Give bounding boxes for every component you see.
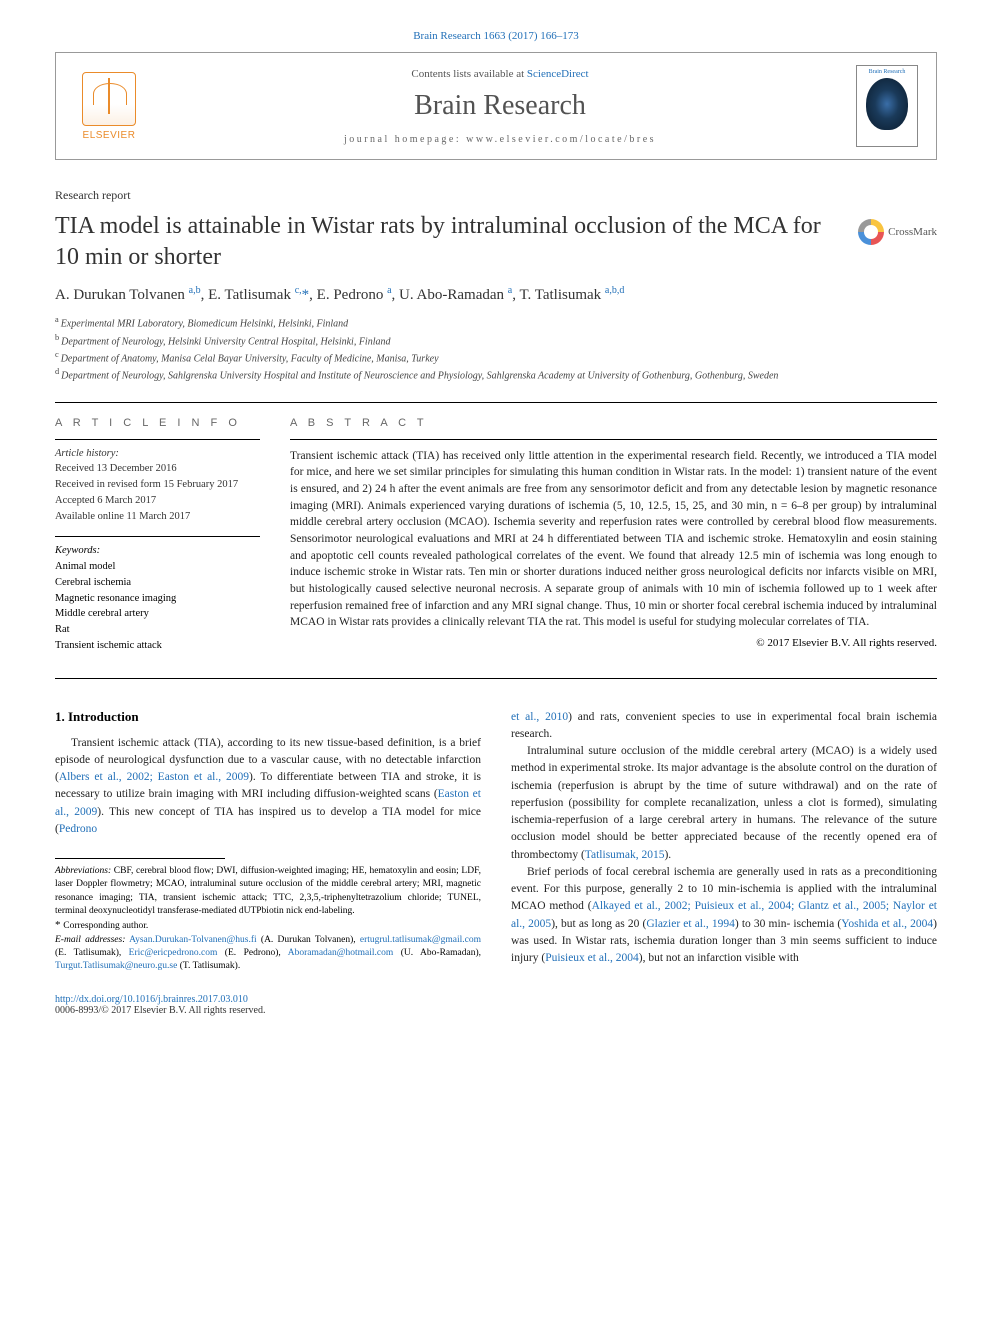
keywords-lines: Animal modelCerebral ischemiaMagnetic re… (55, 559, 260, 654)
cover-brain-icon (866, 78, 908, 130)
contents-available-line: Contents lists available at ScienceDirec… (144, 68, 856, 80)
intro-text: ). This new concept of TIA has inspired … (55, 806, 481, 835)
ref-link-yoshida[interactable]: Yoshida et al., 2004 (841, 918, 933, 930)
abstract-column: A B S T R A C T Transient ischemic attac… (290, 417, 937, 654)
report-type: Research report (55, 188, 937, 203)
doi-link[interactable]: http://dx.doi.org/10.1016/j.brainres.201… (55, 994, 481, 1005)
sciencedirect-link[interactable]: ScienceDirect (527, 68, 589, 80)
star-icon: * (55, 919, 63, 931)
elsevier-tree-icon (82, 72, 136, 126)
issn-copyright: 0006-8993/© 2017 Elsevier B.V. All right… (55, 1005, 481, 1016)
emails-label: E-mail addresses: (55, 935, 125, 945)
abbrev-label: Abbreviations: (55, 866, 111, 876)
section-divider (55, 402, 937, 403)
cover-title: Brain Research (869, 69, 906, 75)
section-divider-2 (55, 678, 937, 679)
intro-body: Transient ischemic attack (TIA), accordi… (55, 735, 481, 839)
article-info-heading: A R T I C L E I N F O (55, 417, 260, 429)
keywords-heading: Keywords: (55, 543, 260, 559)
emails-footnote: E-mail addresses: Aysan.Durukan-Tolvanen… (55, 934, 481, 974)
ref-link-puisieux[interactable]: Puisieux et al., 2004 (545, 952, 639, 964)
corresponding-footnote: * Corresponding author. (55, 918, 481, 933)
history-lines: Received 13 December 2016Received in rev… (55, 461, 260, 524)
history-heading: Article history: (55, 446, 260, 462)
body-text: Intraluminal suture occlusion of the mid… (511, 745, 937, 861)
abstract-text: Transient ischemic attack (TIA) has rece… (290, 439, 937, 631)
footnote-divider (55, 858, 225, 859)
right-column: et al., 2010) and rats, convenient speci… (511, 709, 937, 1016)
journal-cover-thumbnail[interactable]: Brain Research (856, 65, 918, 147)
elsevier-label: ELSEVIER (83, 130, 136, 141)
ref-link-albers[interactable]: Albers et al., 2002; Easton et al., 2009 (59, 771, 249, 783)
body-text: ) and rats, convenient species to use in… (511, 711, 937, 740)
article-info-column: A R T I C L E I N F O Article history: R… (55, 417, 260, 654)
journal-header-box: ELSEVIER Contents lists available at Sci… (55, 52, 937, 160)
authors-line: A. Durukan Tolvanen a,b, E. Tatlisumak c… (55, 285, 937, 304)
email-link[interactable]: Aboramadan@hotmail.com (288, 948, 394, 958)
journal-name: Brain Research (144, 90, 856, 122)
homepage-url[interactable]: www.elsevier.com/locate/bres (466, 134, 656, 145)
email-link[interactable]: Eric@ericpedrono.com (129, 948, 218, 958)
affiliations-block: aExperimental MRI Laboratory, Biomedicum… (55, 314, 937, 383)
abbrev-text: CBF, cerebral blood flow; DWI, diffusion… (55, 866, 481, 916)
crossmark-label: CrossMark (888, 226, 937, 238)
elsevier-logo[interactable]: ELSEVIER (74, 67, 144, 145)
ref-link-glazier[interactable]: Glazier et al., 1994 (646, 918, 735, 930)
citation-header[interactable]: Brain Research 1663 (2017) 166–173 (55, 30, 937, 42)
email-link[interactable]: Turgut.Tatlisumak@neuro.gu.se (55, 961, 177, 971)
contents-prefix: Contents lists available at (411, 68, 526, 80)
body-text: ), but not an infarction visible with (639, 952, 799, 964)
abstract-copyright: © 2017 Elsevier B.V. All rights reserved… (290, 637, 937, 649)
homepage-prefix: journal homepage: (344, 134, 466, 145)
article-title: TIA model is attainable in Wistar rats b… (55, 211, 843, 273)
abbreviations-footnote: Abbreviations: CBF, cerebral blood flow;… (55, 865, 481, 918)
crossmark-badge[interactable]: CrossMark (858, 219, 937, 245)
body-text: ), but as long as 20 ( (551, 918, 646, 930)
body-text: ) to 30 min- ischemia ( (735, 918, 841, 930)
corresponding-text: Corresponding author. (63, 921, 148, 931)
email-link[interactable]: ertugrul.tatlisumak@gmail.com (360, 935, 481, 945)
left-column: 1. Introduction Transient ischemic attac… (55, 709, 481, 1016)
ref-link-pedrono-cont[interactable]: et al., 2010 (511, 711, 568, 723)
ref-link-pedrono[interactable]: Pedrono (59, 823, 97, 835)
right-col-body: et al., 2010) and rats, convenient speci… (511, 709, 937, 968)
journal-homepage-line: journal homepage: www.elsevier.com/locat… (144, 134, 856, 145)
ref-link-tatlisumak[interactable]: Tatlisumak, 2015 (585, 849, 665, 861)
crossmark-icon (858, 219, 884, 245)
body-text: ). (664, 849, 671, 861)
intro-heading: 1. Introduction (55, 709, 481, 725)
email-link[interactable]: Aysan.Durukan-Tolvanen@hus.fi (129, 935, 257, 945)
abstract-heading: A B S T R A C T (290, 417, 937, 429)
doi-block: http://dx.doi.org/10.1016/j.brainres.201… (55, 994, 481, 1016)
